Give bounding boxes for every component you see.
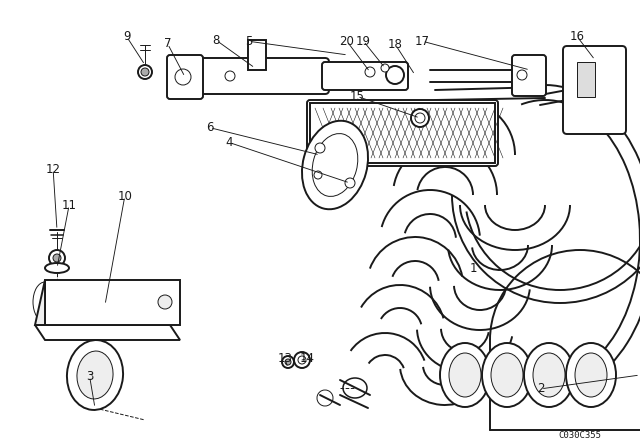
Text: 18: 18 <box>388 38 403 52</box>
Text: 9: 9 <box>123 30 131 43</box>
Circle shape <box>225 71 235 81</box>
Ellipse shape <box>45 263 69 273</box>
Ellipse shape <box>449 353 481 397</box>
FancyBboxPatch shape <box>512 55 546 96</box>
Ellipse shape <box>491 353 523 397</box>
Circle shape <box>386 66 404 84</box>
Circle shape <box>158 295 172 309</box>
Circle shape <box>294 352 310 368</box>
Circle shape <box>49 250 65 266</box>
Polygon shape <box>35 325 180 340</box>
Bar <box>248 40 266 70</box>
Circle shape <box>175 69 191 85</box>
Text: 12: 12 <box>45 163 61 176</box>
Bar <box>577 62 595 97</box>
Ellipse shape <box>566 343 616 407</box>
Circle shape <box>365 67 375 77</box>
Circle shape <box>53 254 61 262</box>
Circle shape <box>315 143 325 153</box>
Text: 5: 5 <box>244 34 252 48</box>
Circle shape <box>314 171 322 179</box>
Polygon shape <box>35 280 45 325</box>
Circle shape <box>138 65 152 79</box>
FancyBboxPatch shape <box>167 55 203 99</box>
Text: 8: 8 <box>212 34 220 47</box>
FancyBboxPatch shape <box>307 100 498 166</box>
Ellipse shape <box>524 343 574 407</box>
Ellipse shape <box>575 353 607 397</box>
Polygon shape <box>45 280 180 325</box>
FancyBboxPatch shape <box>322 62 408 90</box>
Ellipse shape <box>482 343 532 407</box>
Text: 14: 14 <box>300 352 315 365</box>
Ellipse shape <box>77 351 113 399</box>
Ellipse shape <box>312 134 358 196</box>
Text: 11: 11 <box>61 198 77 212</box>
Bar <box>310 103 495 163</box>
Text: 4: 4 <box>225 136 233 149</box>
Circle shape <box>282 356 294 368</box>
Text: 16: 16 <box>570 30 585 43</box>
Circle shape <box>415 113 425 123</box>
Text: 6: 6 <box>206 121 214 134</box>
Circle shape <box>517 70 527 80</box>
Text: 10: 10 <box>117 190 132 203</box>
Ellipse shape <box>67 340 123 410</box>
Text: 15: 15 <box>349 90 365 103</box>
Circle shape <box>285 359 291 365</box>
Circle shape <box>411 109 429 127</box>
Text: C030C355: C030C355 <box>559 431 602 439</box>
Circle shape <box>141 68 149 76</box>
Circle shape <box>381 64 389 72</box>
Circle shape <box>345 178 355 188</box>
Text: 19: 19 <box>356 34 371 48</box>
Ellipse shape <box>302 121 368 209</box>
FancyBboxPatch shape <box>191 58 329 94</box>
Text: 17: 17 <box>415 34 430 48</box>
Ellipse shape <box>533 353 565 397</box>
Text: 1: 1 <box>470 262 477 276</box>
Text: 2: 2 <box>537 382 545 396</box>
FancyBboxPatch shape <box>563 46 626 134</box>
Text: 13: 13 <box>277 352 292 365</box>
Text: 7: 7 <box>164 37 172 51</box>
Ellipse shape <box>440 343 490 407</box>
Text: 20: 20 <box>339 34 355 48</box>
Text: 3: 3 <box>86 370 93 383</box>
Circle shape <box>298 356 306 364</box>
